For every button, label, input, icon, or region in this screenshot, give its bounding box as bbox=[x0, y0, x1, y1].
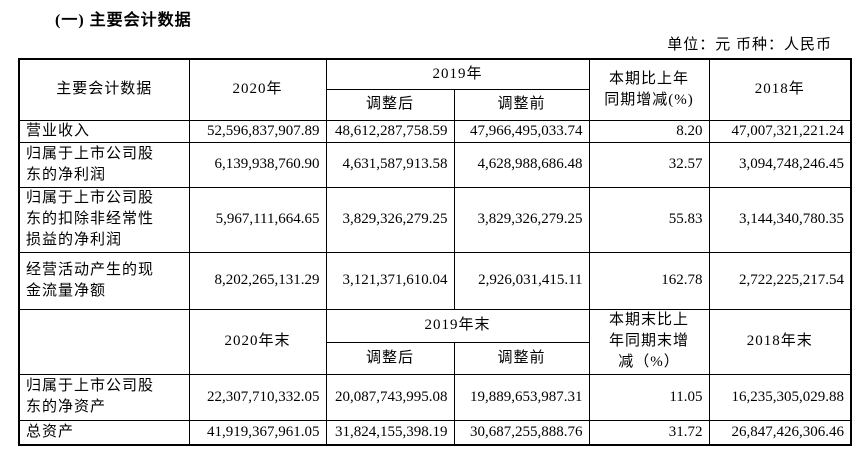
value-2019-pre: 3,829,326,279.25 bbox=[453, 186, 590, 253]
subheader-adjusted: 调整后 bbox=[325, 341, 455, 375]
header-metric-label-blank bbox=[18, 308, 190, 375]
value-2020: 52,596,837,907.89 bbox=[188, 119, 327, 143]
header-end-2018: 2018年末 bbox=[708, 308, 852, 375]
header-year-2019-group: 2019年 bbox=[325, 58, 590, 90]
table-row-net-profit: 归属于上市公司股 东的净利润 6,139,938,760.90 4,631,58… bbox=[18, 141, 852, 188]
value-2020: 41,919,367,961.05 bbox=[188, 419, 327, 446]
value-2019-pre: 30,687,255,888.76 bbox=[453, 419, 590, 446]
table-subheader-row-1: 调整后 调整前 bbox=[19, 88, 851, 121]
table-row-total-assets: 总资产 41,919,367,961.05 31,824,155,398.19 … bbox=[18, 419, 852, 446]
value-2020: 8,202,265,131.29 bbox=[188, 251, 327, 310]
main-accounting-data-table: 主要会计数据 2020年 2019年 本期比上年 同期增减(%) 2018年 调… bbox=[18, 58, 853, 446]
metric-label: 归属于上市公司股 东的净资产 bbox=[18, 373, 190, 421]
value-change: 162.78 bbox=[588, 251, 710, 310]
value-2019-pre: 19,889,653,987.31 bbox=[453, 373, 590, 421]
subheader-pre-adjustment: 调整前 bbox=[453, 341, 590, 375]
value-2020: 6,139,938,760.90 bbox=[188, 141, 327, 188]
metric-label: 经营活动产生的现 金流量净额 bbox=[18, 251, 190, 310]
header-end-2019-group: 2019年末 bbox=[325, 308, 590, 343]
header-yoy-change: 本期比上年 同期增减(%) bbox=[588, 58, 710, 121]
value-2018: 47,007,321,221.24 bbox=[708, 119, 852, 143]
metric-label: 归属于上市公司股 东的扣除非经常性 损益的净利润 bbox=[18, 186, 190, 253]
table-row-operating-cash-flow: 经营活动产生的现 金流量净额 8,202,265,131.29 3,121,37… bbox=[18, 251, 852, 310]
value-change: 8.20 bbox=[588, 119, 710, 143]
table-row-net-profit-excl-nonrecurring: 归属于上市公司股 东的扣除非经常性 损益的净利润 5,967,111,664.6… bbox=[18, 186, 852, 253]
value-2020: 5,967,111,664.65 bbox=[188, 186, 327, 253]
value-2020: 22,307,710,332.05 bbox=[188, 373, 327, 421]
value-2018: 2,722,225,217.54 bbox=[708, 251, 852, 310]
metric-label: 总资产 bbox=[18, 419, 190, 446]
value-2019-adjusted: 3,121,371,610.04 bbox=[325, 251, 455, 310]
value-2019-pre: 47,966,495,033.74 bbox=[453, 119, 590, 143]
subheader-pre-adjustment: 调整前 bbox=[453, 88, 590, 121]
table-row-revenue: 营业收入 52,596,837,907.89 48,612,287,758.59… bbox=[18, 119, 852, 143]
value-2018: 16,235,305,029.88 bbox=[708, 373, 852, 421]
header-year-2020: 2020年 bbox=[188, 58, 327, 121]
value-2019-adjusted: 20,087,743,995.08 bbox=[325, 373, 455, 421]
value-2019-adjusted: 31,824,155,398.19 bbox=[325, 419, 455, 446]
value-2019-adjusted: 48,612,287,758.59 bbox=[325, 119, 455, 143]
header-end-2020: 2020年末 bbox=[188, 308, 327, 375]
subheader-adjusted: 调整后 bbox=[325, 88, 455, 121]
value-2018: 26,847,426,306.46 bbox=[708, 419, 852, 446]
unit-currency-note: 单位：元 币种：人民币 bbox=[667, 37, 832, 53]
value-2019-adjusted: 3,829,326,279.25 bbox=[325, 186, 455, 253]
value-2018: 3,094,748,246.45 bbox=[708, 141, 852, 188]
value-2019-adjusted: 4,631,587,913.58 bbox=[325, 141, 455, 188]
table-header-row-1: 主要会计数据 2020年 2019年 本期比上年 同期增减(%) 2018年 bbox=[18, 58, 852, 121]
value-change: 55.83 bbox=[588, 186, 710, 253]
value-change: 32.57 bbox=[588, 141, 710, 188]
metric-label: 营业收入 bbox=[18, 119, 190, 143]
value-change: 31.72 bbox=[588, 419, 710, 446]
section-title: (一) 主要会计数据 bbox=[55, 12, 192, 29]
table-header-row-2: 2020年末 2019年末 本期末比上 年同期末增 减（%） 2018年末 bbox=[18, 308, 852, 375]
table-subheader-row-2: 调整后 调整前 bbox=[19, 341, 851, 375]
header-metric-label: 主要会计数据 bbox=[18, 58, 190, 121]
header-end-yoy-change: 本期末比上 年同期末增 减（%） bbox=[588, 308, 710, 375]
metric-label: 归属于上市公司股 东的净利润 bbox=[18, 141, 190, 188]
table-row-net-assets: 归属于上市公司股 东的净资产 22,307,710,332.05 20,087,… bbox=[18, 373, 852, 421]
value-2019-pre: 2,926,031,415.11 bbox=[453, 251, 590, 310]
header-year-2018: 2018年 bbox=[708, 58, 852, 121]
value-2019-pre: 4,628,988,686.48 bbox=[453, 141, 590, 188]
value-change: 11.05 bbox=[588, 373, 710, 421]
value-2018: 3,144,340,780.35 bbox=[708, 186, 852, 253]
